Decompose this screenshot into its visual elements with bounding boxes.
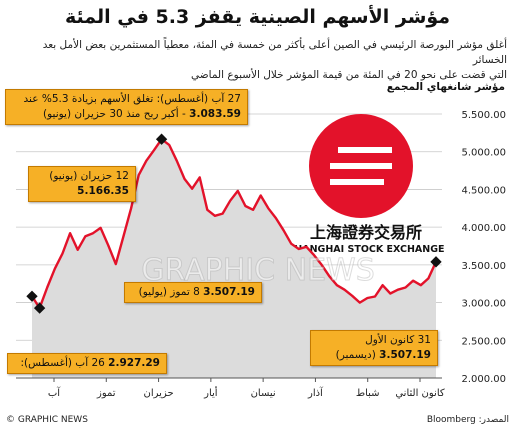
index-label: مؤشر شانغهاي المجمع	[386, 81, 505, 93]
subtitle-line-2: التي قضت على نحو 20 في المئة من قيمة الم…	[191, 69, 507, 81]
aug26-date: 26 آب (أغسطس):	[20, 357, 105, 369]
aug26-value: 2.927.29	[108, 357, 160, 369]
y-tick-label: 3.000.00	[461, 299, 506, 310]
x-tick-label: نيسان	[251, 388, 276, 399]
dec31-value: 3.507.19	[379, 349, 431, 361]
series-area	[32, 139, 436, 378]
y-tick-label: 5.500.00	[461, 110, 506, 121]
x-tick-label: حزيران	[144, 388, 174, 399]
dec31-month: (ديسمبر)	[335, 349, 376, 361]
subtitle-line-1: أغلق مؤشر البورصة الرئيسي في الصين أعلى …	[42, 39, 507, 66]
logo-chinese: 上海證券交易所	[310, 223, 422, 242]
aug27-line1: 27 آب (أغسطس): تغلق الأسهم بزيادة 5.3% ع…	[23, 93, 241, 105]
aug27-value: 3.083.59	[189, 108, 241, 120]
point-marker	[430, 256, 442, 268]
annotation-aug27: 27 آب (أغسطس): تغلق الأسهم بزيادة 5.3% ع…	[5, 89, 248, 125]
y-tick-label: 2.000.00	[461, 374, 506, 385]
x-tick-label: أيار	[203, 386, 218, 399]
data-area	[16, 138, 442, 379]
point-marker	[155, 133, 168, 145]
x-tick-label: تموز	[96, 388, 116, 399]
logo-bars	[330, 147, 392, 185]
aug27-line2: - أكبر ربح منذ 30 حزيران (يونيو)	[43, 108, 186, 120]
series-line	[30, 138, 438, 310]
credit: © GRAPHIC NEWS	[6, 415, 88, 425]
x-tick-label: شباط	[356, 388, 380, 399]
y-tick-label: 4.000.00	[461, 223, 506, 234]
chart-subtitle: أغلق مؤشر البورصة الرئيسي في الصين أعلى …	[7, 38, 507, 83]
y-tick-label: 2.500.00	[461, 336, 506, 347]
x-tick-label: كانون الثاني	[395, 388, 445, 399]
annotation-dec31: 31 كانون الأول 3.507.19 (ديسمبر)	[310, 330, 438, 366]
jul8-date: 8 تموز (يوليو)	[138, 286, 200, 298]
logo-caption: SHANGHAI STOCK EXCHANGE	[287, 244, 444, 255]
shanghai-stock-exchange-logo: 上海證券交易所 SHANGHAI STOCK EXCHANGE	[287, 114, 445, 255]
jun12-value: 5.166.35	[77, 185, 129, 197]
y-tick-label: 4.500.00	[461, 185, 506, 196]
annotation-jul8: 3.507.19 8 تموز (يوليو)	[124, 282, 262, 303]
annotation-aug26: 2.927.29 26 آب (أغسطس):	[7, 353, 167, 374]
jul8-value: 3.507.19	[203, 286, 255, 298]
chart-title: مؤشر الأسهم الصينية يقفز 5.3 في المئة	[64, 6, 451, 28]
annotation-jun12: 12 حزيران (يونيو) 5.166.35	[28, 166, 136, 202]
y-axis-labels: 2.000.00 2.500.00 3.000.00 3.500.00 4.000.00…	[461, 110, 506, 385]
point-marker	[33, 302, 46, 314]
source: المصدر: Bloomberg	[426, 415, 509, 425]
jun12-date: 12 حزيران (يونيو)	[49, 170, 129, 182]
dec31-date: 31 كانون الأول	[365, 334, 431, 346]
x-tick-label: آب	[48, 386, 61, 399]
y-tick-label: 5.000.00	[461, 148, 506, 159]
y-tick-label: 3.500.00	[461, 261, 506, 272]
x-tick-label: آذار	[307, 386, 324, 399]
markers	[26, 133, 442, 314]
x-axis-labels: كانون الثاني شباط آذار نيسان أيار حزيران تموز آ…	[48, 378, 445, 399]
